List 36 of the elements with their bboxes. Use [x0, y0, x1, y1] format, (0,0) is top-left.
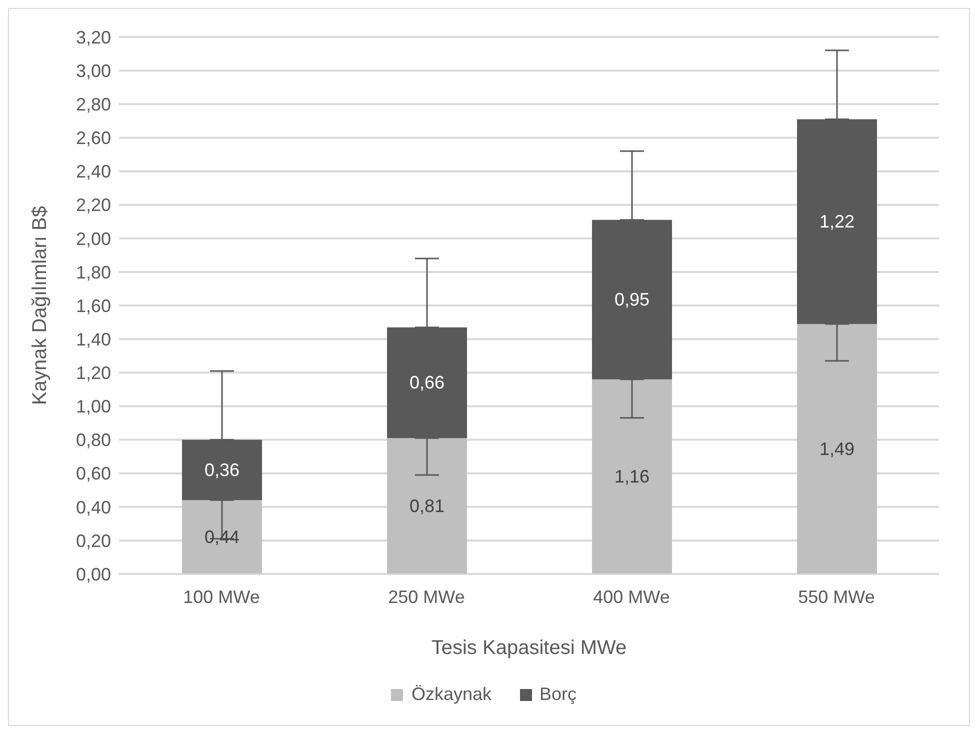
x-tick-label: 400 MWe [593, 586, 670, 607]
data-label: 0,81 [409, 496, 445, 516]
y-tick-label: 0,60 [76, 464, 111, 484]
x-tick-label: 100 MWe [183, 586, 260, 607]
y-tick-label: 1,80 [76, 262, 111, 282]
bar [182, 500, 262, 574]
y-tick-label: 2,00 [76, 228, 111, 249]
data-label: 0,36 [204, 460, 240, 480]
data-label: 1,22 [819, 212, 855, 232]
y-tick-label: 1,60 [76, 296, 111, 316]
legend-label: Özkaynak [411, 684, 492, 705]
bar [387, 438, 467, 574]
legend-label: Borç [540, 684, 577, 705]
y-tick-label: 0,20 [76, 530, 111, 551]
x-tick-label: 250 MWe [388, 586, 465, 607]
y-tick-label: 3,20 [76, 27, 111, 48]
data-label: 0,95 [614, 290, 650, 310]
y-tick-label: 1,20 [76, 363, 111, 384]
x-axis-title: Tesis Kapasitesi MWe [431, 637, 627, 659]
bar [797, 324, 877, 574]
y-tick-label: 0,00 [76, 564, 111, 584]
y-tick-label: 2,40 [76, 162, 111, 182]
y-tick-label: 3,00 [76, 60, 111, 81]
y-tick-label: 2,80 [76, 94, 111, 115]
y-tick-label: 2,20 [76, 195, 111, 216]
y-tick-label: 2,60 [76, 128, 111, 148]
x-tick-label: 550 MWe [798, 586, 875, 607]
y-tick-label: 1,40 [76, 329, 111, 350]
y-tick-label: 0,80 [76, 430, 111, 450]
y-tick-label: 1,00 [76, 396, 111, 417]
data-label: 0,66 [409, 372, 445, 393]
data-label: 1,16 [614, 466, 650, 487]
y-tick-label: 0,40 [76, 497, 111, 518]
data-label: 1,49 [819, 438, 855, 459]
bar [592, 379, 672, 574]
y-axis-title: Kaynak Dağılımları B$ [29, 206, 52, 405]
